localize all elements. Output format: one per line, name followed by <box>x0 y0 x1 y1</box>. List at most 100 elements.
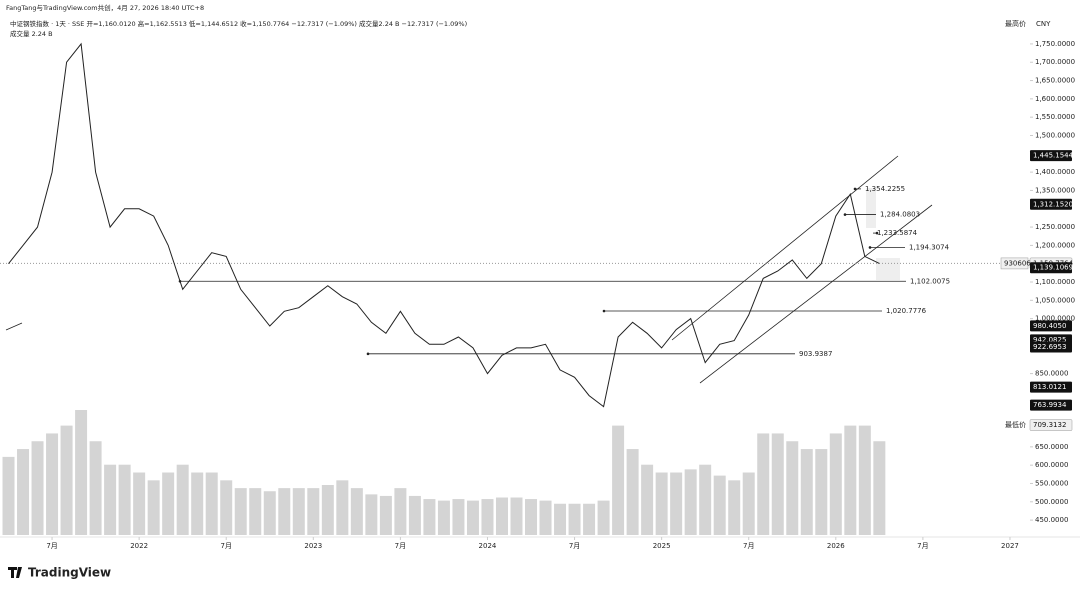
volume-bar <box>350 488 363 535</box>
level-label: 903.9387 <box>799 350 832 358</box>
price-tag <box>1030 399 1072 411</box>
x-tick-label: 7月 <box>743 542 754 550</box>
volume-bar <box>554 503 567 535</box>
volume-bar <box>481 499 494 535</box>
volume-bar <box>728 480 741 535</box>
volume-bar <box>873 441 886 535</box>
price-tag <box>1030 198 1072 210</box>
volume-bar <box>234 488 247 535</box>
x-tick-label: 7月 <box>220 542 231 550</box>
high-label: 最高价 <box>1005 19 1026 28</box>
logo <box>8 567 22 578</box>
volume-bar <box>278 488 291 535</box>
low-label: 最低价 <box>1005 420 1026 429</box>
x-tick-label: 2026 <box>827 542 845 550</box>
y-tick-label: 1,200.0000 <box>1035 241 1075 249</box>
volume-bar <box>699 464 712 535</box>
level-label: 1,354.2255 <box>865 185 905 193</box>
y-tick-label: 1,700.0000 <box>1035 58 1075 66</box>
symbol-tag-label: 930606 <box>1004 259 1031 267</box>
volume-bar <box>75 410 88 535</box>
volume-bar <box>423 499 436 535</box>
level-label: 1,284.0803 <box>880 211 920 219</box>
price-line <box>8 42 880 408</box>
x-tick-label: 2027 <box>1001 542 1019 550</box>
y-tick-label: 1,350.0000 <box>1035 186 1075 194</box>
y-tick-label: 450.0000 <box>1035 516 1068 524</box>
y-tick-label: 1,600.0000 <box>1035 95 1075 103</box>
volume-bar <box>394 488 407 535</box>
level-label: 1,020.7776 <box>886 307 927 315</box>
level-label: 1,102.0075 <box>910 277 950 285</box>
level-anchor <box>366 352 370 356</box>
volume-bar <box>742 472 755 535</box>
level-anchor <box>602 309 606 313</box>
volume-bar <box>118 464 131 535</box>
volume-bar <box>684 469 697 535</box>
volume-bar <box>205 472 218 535</box>
volume-bar <box>757 433 770 535</box>
volume-bar <box>133 472 146 535</box>
volume-bar <box>2 456 15 535</box>
price-tag-label: 1,312.1520 <box>1033 200 1073 208</box>
x-tick-label: 7月 <box>917 542 928 550</box>
volume-bar <box>191 472 204 535</box>
price-tag-label: 1,445.1544 <box>1033 152 1074 160</box>
volume-bar <box>829 433 842 535</box>
volume-bar <box>336 480 349 535</box>
channel-upper <box>671 155 899 341</box>
price-tag-label: 1,139.1069 <box>1033 264 1073 272</box>
highlight <box>876 258 900 280</box>
volume-bar <box>60 425 73 535</box>
volume-bar <box>786 441 799 535</box>
volume-bar <box>379 495 392 535</box>
volume-bar <box>249 488 262 535</box>
symbol-line: 中证钢铁指数 · 1天 · SSE 开=1,160.0120 高=1,162.5… <box>10 19 467 28</box>
volume-bar <box>612 425 625 535</box>
x-tick-label: 2025 <box>653 542 671 550</box>
y-tick-label: 1,100.0000 <box>1035 278 1075 286</box>
price-tag-label: 922.6953 <box>1033 343 1066 351</box>
volume-bar <box>583 503 596 535</box>
volume-bar <box>800 449 813 535</box>
highlight <box>866 188 876 228</box>
price-tag-label: 813.0121 <box>1033 383 1066 391</box>
volume-bar <box>815 449 828 535</box>
volume-bar <box>263 491 276 535</box>
volume-bar <box>176 464 189 535</box>
volume-bar <box>539 500 552 535</box>
price-tag-label: 709.3132 <box>1033 421 1066 429</box>
volume-bar <box>147 480 160 535</box>
level-anchor <box>868 246 872 249</box>
volume-bar <box>466 500 479 535</box>
volume-line: 成交量 2.24 B <box>10 29 53 38</box>
y-tick-label: 550.0000 <box>1035 479 1068 487</box>
volume-bar <box>321 485 334 535</box>
volume-bar <box>408 495 421 535</box>
volume-bar <box>452 499 465 535</box>
y-tick-label: 1,400.0000 <box>1035 168 1075 176</box>
volume-bar <box>365 494 378 535</box>
level-anchor <box>853 187 857 191</box>
level-anchor <box>843 213 847 216</box>
volume-bar <box>771 433 784 535</box>
symbol-tag <box>1000 257 1029 270</box>
channel-lower <box>699 204 933 384</box>
currency: CNY <box>1036 20 1051 28</box>
y-tick-label: 1,650.0000 <box>1035 77 1075 85</box>
volume-bar <box>292 488 305 535</box>
volume-bar <box>162 472 175 535</box>
y-tick-label: 650.0000 <box>1035 443 1068 451</box>
y-tick-label: 1,000.0000 <box>1035 315 1075 323</box>
credit: FangTang与TradingView.com共创，4月 27, 2026 1… <box>6 3 204 12</box>
volume-bar <box>858 425 871 535</box>
x-tick-label: 7月 <box>46 542 57 550</box>
price-tag <box>1030 381 1072 393</box>
y-tick-label: 850.0000 <box>1035 370 1068 378</box>
level-label: 1,194.3074 <box>909 243 950 251</box>
volume-bar <box>655 472 668 535</box>
volume-bar <box>495 497 508 535</box>
volume-bar <box>104 464 117 535</box>
brand: TradingView <box>28 566 111 580</box>
